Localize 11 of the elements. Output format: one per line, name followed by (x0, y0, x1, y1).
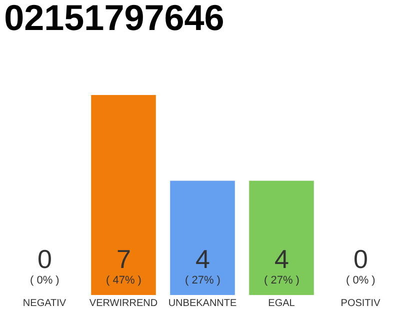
chart-title: 02151797646 (4, 0, 224, 38)
data-label: 4 ( 27% ) (185, 244, 220, 287)
x-tick-label: POSITIV (340, 298, 381, 309)
data-label: 7 ( 47% ) (106, 244, 142, 287)
x-tick-label: EGAL (268, 298, 296, 309)
data-label: 4 ( 27% ) (264, 244, 300, 287)
x-tick-label: VERWIRREND (89, 298, 158, 309)
data-label: 0 ( 0% ) (30, 244, 60, 287)
x-tick-label: UNBEKANNTE (168, 298, 237, 309)
data-label: 0 ( 0% ) (346, 244, 376, 287)
x-tick-label: NEGATIV (22, 298, 66, 309)
